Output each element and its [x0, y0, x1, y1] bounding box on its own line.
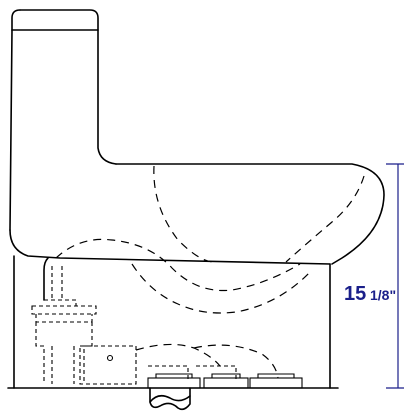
- toilet-bowl: [9, 163, 385, 301]
- bolt-marker: [106, 354, 114, 362]
- water-inlet-hidden: [31, 266, 97, 384]
- dimension-fraction: 1/8": [370, 287, 396, 303]
- trapway-hidden-lines: [55, 165, 365, 314]
- toilet-tank: [9, 9, 117, 231]
- drain-pipe-break: [149, 387, 191, 411]
- floor-flange: [147, 373, 303, 389]
- outlet-flange-hidden: [79, 343, 279, 385]
- dimension-value: 15: [344, 283, 366, 305]
- height-dimension: [386, 163, 404, 389]
